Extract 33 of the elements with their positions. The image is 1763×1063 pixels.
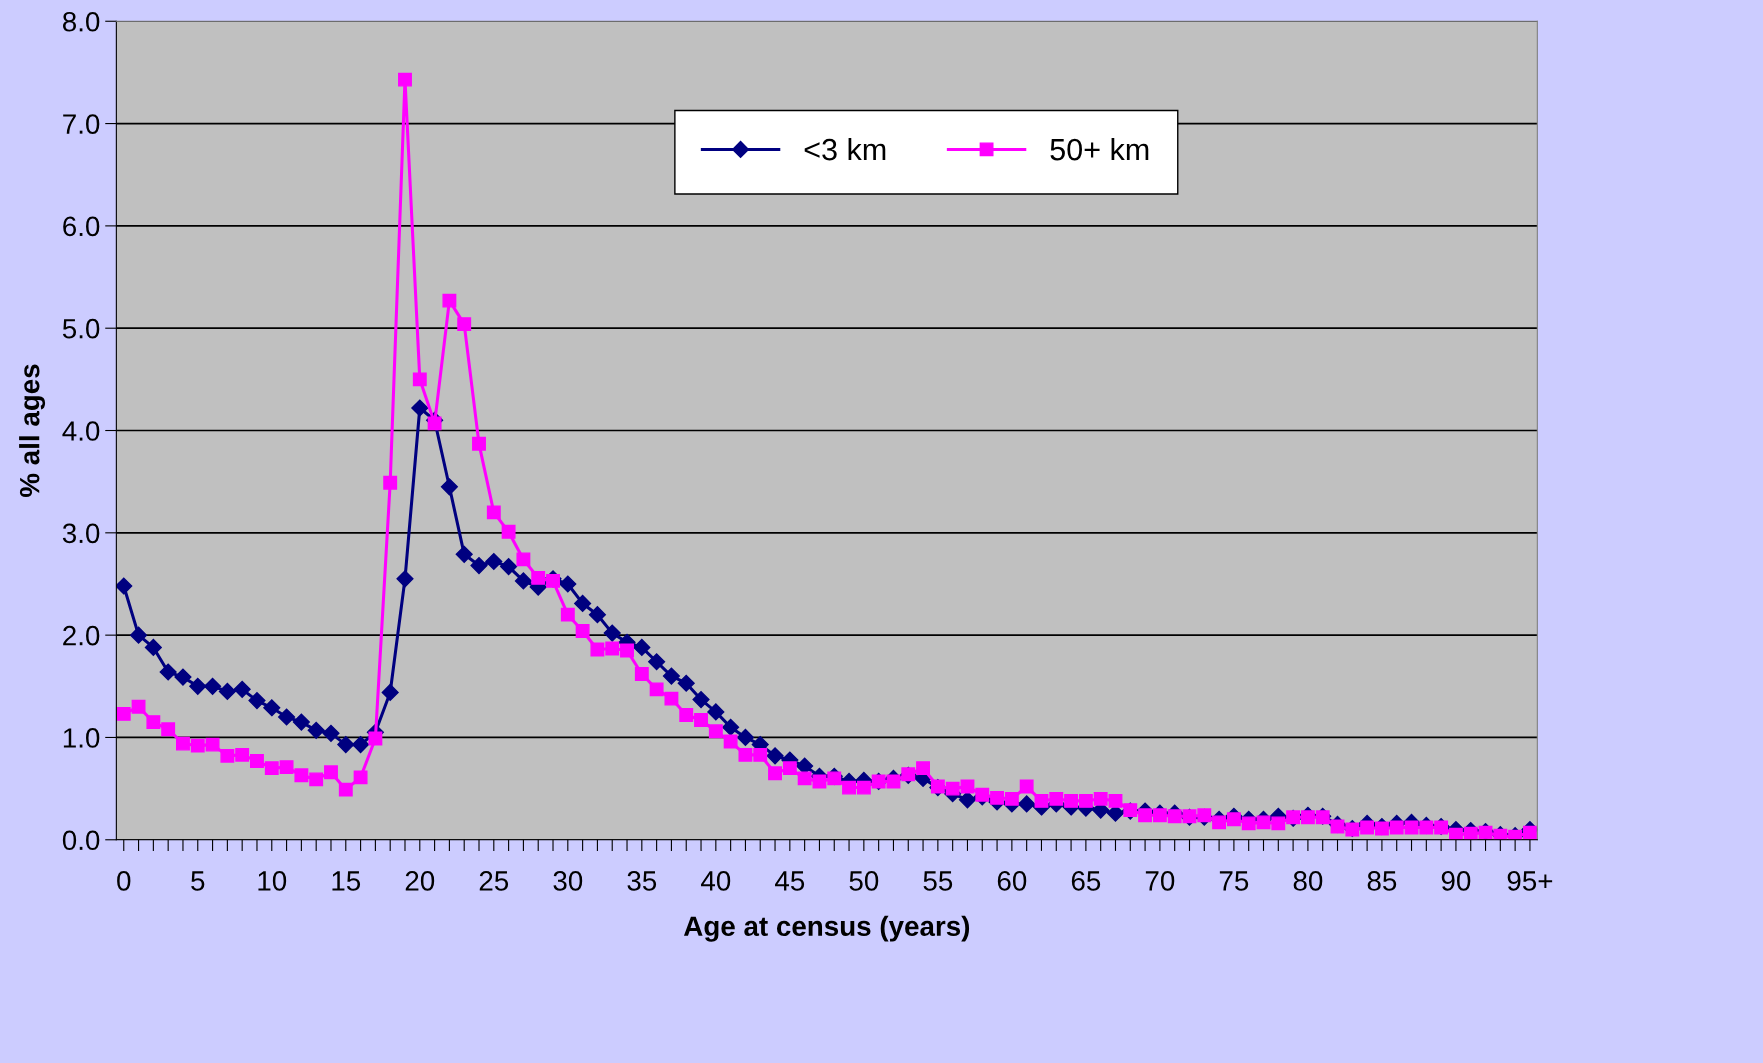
x-tick-label: 35 (627, 871, 657, 891)
x-tick-label: 65 (1071, 871, 1101, 891)
x-tick-label: 0 (117, 871, 131, 891)
x-tick-label: 55 (923, 871, 953, 891)
x-tick-label: 80 (1293, 871, 1323, 891)
x-tick-label: 85 (1367, 871, 1397, 891)
x-tick-label: 45 (775, 871, 805, 891)
x-axis-title: Age at census (years) (683, 915, 970, 942)
y-tick-label: 2.0 (63, 625, 100, 646)
y-tick-label: 3.0 (62, 523, 100, 544)
x-tick-label: 20 (405, 871, 435, 891)
x-tick-label: 50 (849, 871, 879, 891)
x-tick-label: 70 (1145, 871, 1175, 891)
x-tick-label: 75 (1219, 871, 1249, 891)
x-tick-label: 5 (191, 871, 205, 891)
x-tick-label: 30 (553, 871, 583, 891)
y-axis-title: % all ages (19, 364, 46, 497)
x-tick-label: 90 (1441, 871, 1471, 891)
x-tick-label: 10 (258, 871, 287, 891)
y-tick-label: 4.0 (62, 421, 100, 441)
legend-label: 50+ km (1050, 137, 1149, 161)
y-tick-label: 7.0 (63, 114, 100, 134)
y-tick-label: 5.0 (62, 318, 100, 339)
y-tick-label: 0.0 (62, 830, 100, 851)
x-tick-label: 25 (479, 871, 509, 891)
x-tick-label: 60 (997, 871, 1027, 891)
x-tick-label: 15 (332, 871, 361, 891)
legend-label: <3 km (804, 137, 886, 161)
x-tick-label: 40 (701, 871, 731, 891)
y-tick-label: 8.0 (62, 11, 100, 32)
x-tick-label: 95+ (1507, 871, 1553, 891)
y-tick-label: 6.0 (63, 216, 100, 237)
y-tick-label: 1.0 (63, 728, 100, 748)
